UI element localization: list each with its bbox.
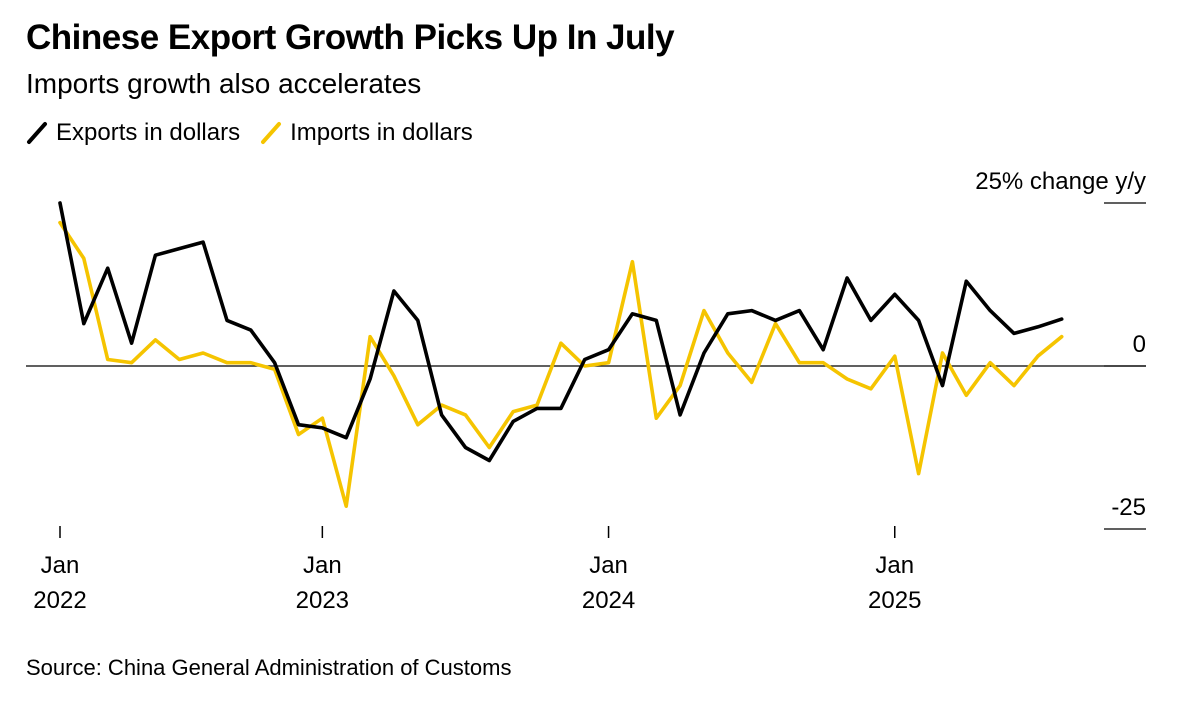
legend-label-exports: Exports in dollars xyxy=(56,119,241,146)
series-line-exports xyxy=(58,201,1064,463)
x-tick-year-3: 2025 xyxy=(868,587,921,614)
legend-swatch-exports xyxy=(27,122,47,144)
legend: Exports in dollars Imports in dollars xyxy=(26,117,493,149)
x-tick-month-3: Jan xyxy=(875,552,914,579)
y-tick-label-2: -25 xyxy=(1111,494,1146,521)
series-line-imports xyxy=(58,220,1064,509)
x-tick-month-0: Jan xyxy=(41,552,80,579)
x-tick-month-1: Jan xyxy=(303,552,342,579)
legend-item-exports: Exports in dollars xyxy=(26,119,240,147)
legend-label-imports: Imports in dollars xyxy=(290,119,473,146)
legend-item-imports: Imports in dollars xyxy=(260,119,473,147)
legend-swatch-imports xyxy=(261,122,282,144)
y-tick-label-1: 0 xyxy=(1133,331,1146,358)
source-note: Source: China General Administration of … xyxy=(26,655,512,680)
x-tick-year-0: 2022 xyxy=(33,587,86,614)
chart-subtitle: Imports growth also accelerates xyxy=(26,68,422,99)
x-tick-year-2: 2024 xyxy=(582,587,635,614)
y-tick-label-0: 25% change y/y xyxy=(975,168,1146,195)
chart-title: Chinese Export Growth Picks Up In July xyxy=(26,18,675,57)
x-tick-year-1: 2023 xyxy=(296,587,349,614)
x-tick-month-2: Jan xyxy=(589,552,628,579)
